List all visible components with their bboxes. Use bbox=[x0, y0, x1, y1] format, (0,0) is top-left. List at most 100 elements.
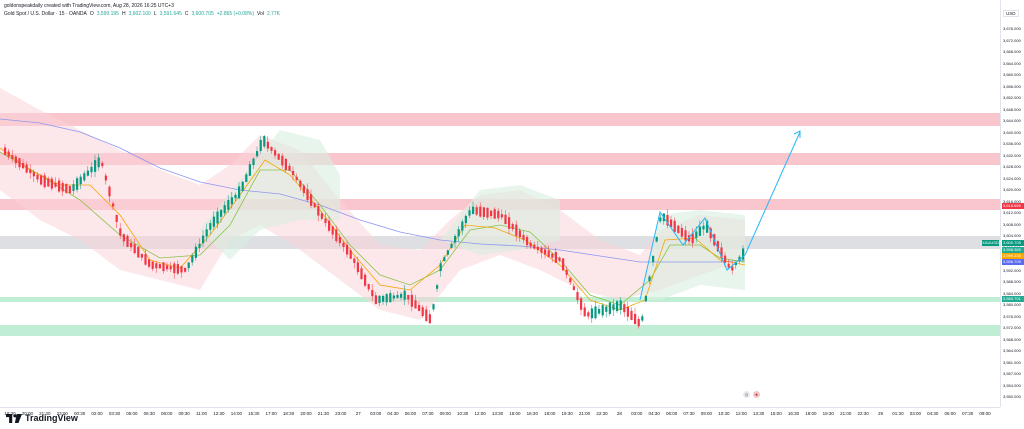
price-tick-label: 3,668.000 bbox=[1003, 49, 1021, 54]
time-tick-label: 06:00 bbox=[404, 411, 417, 416]
candle-body bbox=[338, 237, 341, 244]
time-axis[interactable]: 18:30 20:00 21:30 23:00 00:30 02:00 03:30 05:00… bbox=[0, 407, 1000, 429]
candle-body bbox=[130, 242, 133, 248]
candle-body bbox=[151, 261, 154, 269]
price-tick-label: 3,554.000 bbox=[1003, 382, 1021, 388]
time-tick-label: 23:00 bbox=[335, 411, 347, 416]
candle-body bbox=[551, 253, 554, 258]
tradingview-logo[interactable]: TradingView bbox=[6, 413, 78, 423]
change-value: +2.865 (+0.08%) bbox=[216, 11, 254, 17]
candle-body bbox=[666, 215, 669, 226]
candle-body bbox=[187, 262, 190, 269]
candle-body bbox=[684, 230, 687, 241]
currency-label[interactable]: USD bbox=[1003, 10, 1019, 17]
candle-body bbox=[313, 203, 316, 208]
candle-body bbox=[119, 228, 122, 236]
candle-body bbox=[227, 200, 230, 210]
candle-body bbox=[446, 250, 449, 255]
candle-body bbox=[630, 310, 633, 320]
time-tick-label: 07:30 bbox=[683, 411, 695, 416]
candle-body bbox=[288, 165, 291, 171]
time-tick-label: 13:30 bbox=[491, 411, 504, 416]
candle-body bbox=[302, 185, 305, 193]
envelope-green-band bbox=[200, 130, 340, 260]
candle-body bbox=[432, 304, 435, 310]
volume-value: 2.77K bbox=[266, 11, 281, 17]
ma-fast-line bbox=[0, 147, 746, 311]
time-tick-label: 22:30 bbox=[857, 411, 869, 416]
candle-body bbox=[234, 194, 237, 199]
time-tick-label: 06:30 bbox=[143, 411, 155, 416]
candle-body bbox=[472, 206, 475, 214]
support-zone-upper bbox=[0, 297, 1000, 302]
candle-body bbox=[115, 215, 118, 222]
candle-body bbox=[482, 207, 485, 217]
price-tick-label: 3,632.000 bbox=[1003, 152, 1021, 158]
candle-body bbox=[540, 247, 543, 253]
candle-body bbox=[569, 278, 572, 283]
price-axis[interactable]: 3,676.000 3,672.000 3,668.000 3,664.000 3,66… bbox=[1000, 0, 1024, 407]
projection-path bbox=[639, 131, 801, 301]
candle-body bbox=[637, 318, 640, 327]
candle-body bbox=[277, 153, 280, 160]
projection-arrowhead bbox=[793, 130, 801, 138]
price-tag: 3,599.235 bbox=[1002, 253, 1024, 259]
candle-body bbox=[623, 304, 626, 313]
low-label: L bbox=[153, 11, 157, 17]
price-chart[interactable] bbox=[0, 0, 1000, 407]
event-flag-icon[interactable]: ◷ bbox=[743, 391, 750, 398]
candle-body bbox=[673, 220, 676, 232]
candle-body bbox=[238, 186, 241, 199]
price-tick-label: 3,568.000 bbox=[1003, 336, 1021, 342]
candle-body bbox=[529, 242, 532, 247]
resistance-zone-top bbox=[0, 113, 1000, 126]
candle-body bbox=[173, 263, 176, 274]
candle-body bbox=[580, 298, 583, 310]
candle-body bbox=[14, 156, 17, 164]
candle-body bbox=[691, 233, 694, 244]
candle-body bbox=[364, 274, 367, 286]
time-tick-label: 21:30 bbox=[317, 411, 330, 416]
candle-body bbox=[18, 158, 21, 168]
high-value: 3,602.100 bbox=[128, 11, 151, 17]
us-flag-icon[interactable]: ★ bbox=[753, 391, 760, 398]
candle-body bbox=[709, 228, 712, 239]
time-tick-label: 05:00 bbox=[126, 411, 138, 416]
candle-body bbox=[644, 296, 647, 302]
candle-body bbox=[652, 255, 655, 263]
candle-body bbox=[101, 162, 104, 167]
candle-body bbox=[191, 255, 194, 263]
candle-body bbox=[140, 253, 143, 258]
time-tick-label: 04:30 bbox=[648, 411, 660, 416]
time-tick-label: 09:30 bbox=[178, 411, 190, 416]
candle-body bbox=[216, 211, 219, 224]
candle-body bbox=[32, 172, 35, 177]
candle-body bbox=[112, 203, 115, 207]
envelope-green-band-3 bbox=[640, 210, 745, 300]
candle-body bbox=[4, 147, 7, 155]
candle-body bbox=[587, 312, 590, 317]
candle-body bbox=[702, 225, 705, 230]
candle-body bbox=[270, 147, 273, 151]
time-tick-label: 22:30 bbox=[596, 411, 608, 416]
price-tag: 3,600.705 bbox=[1002, 240, 1024, 246]
candle-body bbox=[122, 234, 125, 242]
candle-body bbox=[86, 170, 89, 176]
price-tick-label: 3,656.000 bbox=[1003, 83, 1021, 89]
time-tick-label: 10:30 bbox=[457, 411, 469, 416]
time-tick-label: 12:30 bbox=[213, 411, 225, 416]
price-tag: 3,583.701 bbox=[1002, 296, 1024, 302]
candle-body bbox=[457, 229, 460, 237]
price-tick-label: 3,561.000 bbox=[1003, 359, 1021, 365]
candle-body bbox=[731, 266, 734, 271]
price-tick-label: 3,572.000 bbox=[1003, 325, 1021, 330]
time-tick-label: 03:30 bbox=[108, 411, 121, 416]
candle-body bbox=[194, 246, 197, 258]
candle-body bbox=[245, 174, 248, 183]
candle-body bbox=[320, 213, 323, 219]
candle-body bbox=[230, 197, 233, 205]
time-tick-label: 12:00 bbox=[735, 411, 747, 416]
candle-body bbox=[148, 259, 151, 267]
candle-body bbox=[29, 169, 32, 174]
symbol-name[interactable]: Gold Spot / U.S. Dollar · 15 · OANDA bbox=[4, 11, 87, 17]
